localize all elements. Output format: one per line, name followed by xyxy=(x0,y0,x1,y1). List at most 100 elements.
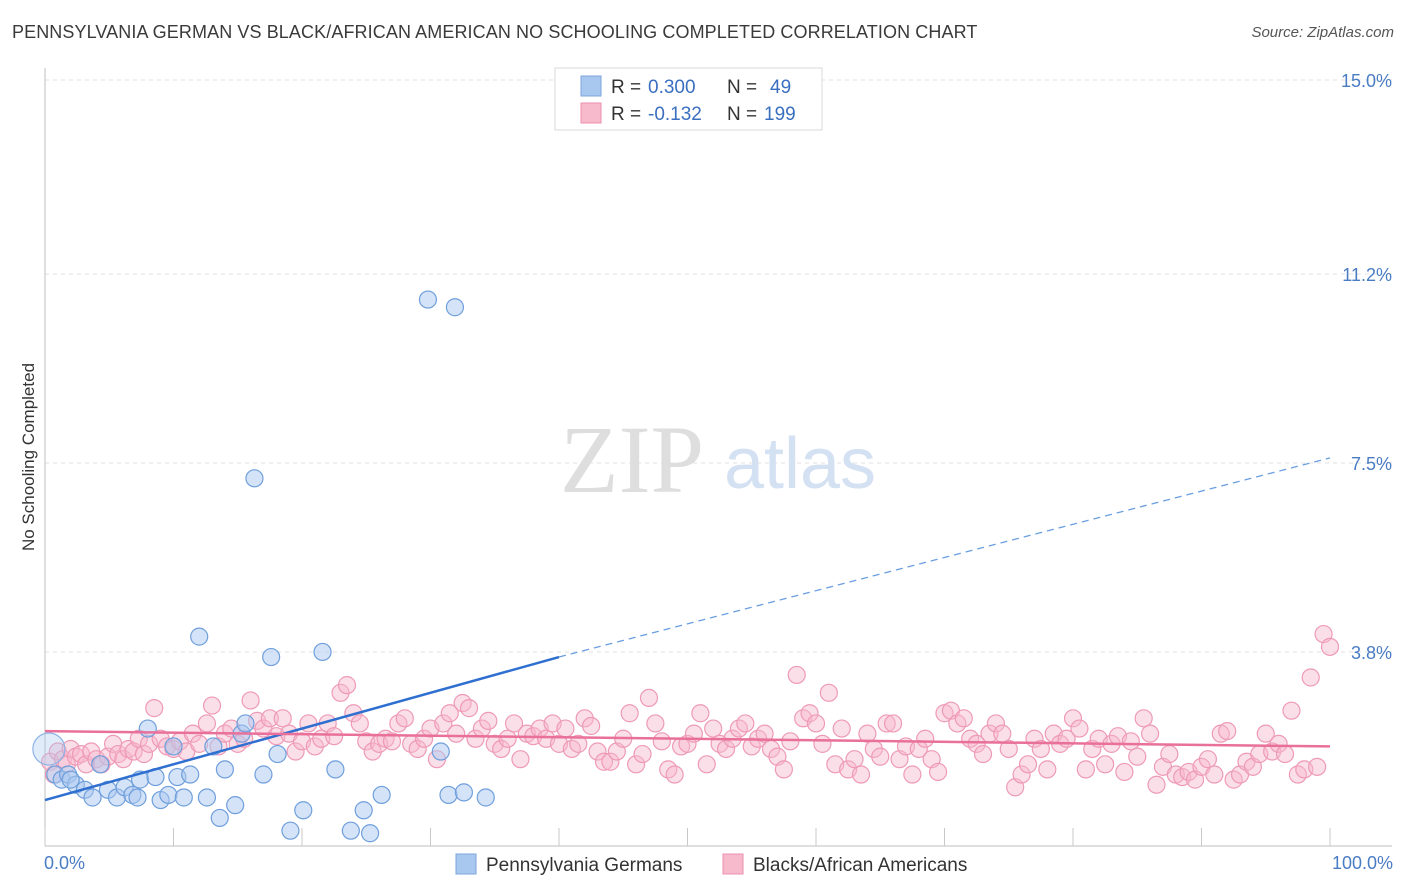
source-label: Source: ZipAtlas.com xyxy=(1251,24,1394,41)
data-point-black-african-american xyxy=(800,704,819,723)
data-point-black-african-american xyxy=(806,714,826,733)
data-point-black-african-american xyxy=(845,750,864,769)
data-point-black-african-american xyxy=(1031,739,1050,759)
data-point-black-african-american xyxy=(883,714,903,733)
watermark-atlas: atlas xyxy=(724,424,876,504)
y-tick-label: 11.2% xyxy=(1342,265,1392,285)
legend-r-value: -0.132 xyxy=(648,104,702,125)
data-point-pennsylvania-german xyxy=(32,732,66,766)
data-point-black-african-american xyxy=(1218,721,1237,741)
x-tick-labels: 0.0% 100.0% xyxy=(44,853,1393,873)
data-point-black-african-american xyxy=(1070,719,1089,738)
data-point-black-african-american xyxy=(787,665,806,685)
data-point-black-african-american xyxy=(479,711,498,730)
data-point-black-african-american xyxy=(652,732,671,751)
data-point-pennsylvania-german xyxy=(454,783,474,802)
watermark-zip: ZIP xyxy=(560,406,704,513)
legend-swatch-blue xyxy=(580,75,602,97)
data-point-black-african-american xyxy=(1205,765,1224,784)
data-point-black-african-american xyxy=(973,744,993,764)
data-point-black-african-american xyxy=(813,734,832,753)
data-point-black-african-american xyxy=(993,724,1012,743)
data-point-black-african-american xyxy=(954,709,973,728)
legend-swatch-pink xyxy=(580,102,602,124)
data-point-black-african-american xyxy=(498,729,517,748)
data-point-black-african-american xyxy=(382,732,402,751)
data-point-pennsylvania-german xyxy=(445,298,465,317)
data-point-black-african-american xyxy=(434,714,453,733)
y-tick-label: 15.0% xyxy=(1341,71,1392,91)
data-point-black-african-american xyxy=(832,719,851,738)
data-point-pennsylvania-german xyxy=(181,765,200,784)
legend-n-value: 49 xyxy=(770,77,791,98)
data-point-black-african-american xyxy=(325,727,344,746)
data-point-pennsylvania-german xyxy=(372,785,391,805)
data-point-pennsylvania-german xyxy=(215,760,234,779)
y-tick-labels: 3.8% 7.5% 11.2% 15.0% xyxy=(1341,71,1392,663)
data-point-black-african-american xyxy=(1269,734,1288,753)
data-point-black-african-american xyxy=(781,732,800,751)
y-tick-label: 3.8% xyxy=(1351,643,1392,663)
legend-n-label: N = xyxy=(727,104,757,125)
data-point-pennsylvania-german xyxy=(341,821,360,840)
data-point-pennsylvania-german xyxy=(294,801,313,820)
data-point-pennsylvania-german xyxy=(128,788,147,807)
data-point-pennsylvania-german xyxy=(226,796,245,815)
data-point-black-african-american xyxy=(1320,637,1340,656)
data-point-pennsylvania-german xyxy=(326,760,345,779)
data-point-black-african-american xyxy=(511,750,530,769)
data-point-black-african-american xyxy=(646,714,665,733)
data-point-black-african-american xyxy=(639,688,659,708)
data-point-black-african-american xyxy=(704,719,723,738)
data-point-black-african-american xyxy=(716,739,736,759)
data-point-black-african-american xyxy=(408,739,427,759)
trend-line-pennsylvania-germans xyxy=(44,655,560,802)
data-point-black-african-american xyxy=(350,714,369,733)
data-point-black-african-american xyxy=(582,716,601,736)
legend-r-value: 0.300 xyxy=(648,77,696,98)
data-point-black-african-american xyxy=(736,714,755,733)
data-point-black-african-american xyxy=(260,709,279,728)
data-point-black-african-american xyxy=(633,744,652,764)
data-point-black-african-american xyxy=(1096,755,1115,774)
legend-n-label: N = xyxy=(727,77,757,98)
data-point-black-african-american xyxy=(1160,744,1179,764)
data-point-pennsylvania-german xyxy=(83,788,102,807)
data-point-black-african-american xyxy=(1012,765,1031,784)
data-point-pennsylvania-german xyxy=(197,788,217,807)
data-point-pennsylvania-german xyxy=(174,788,193,807)
series-pennsylvania-germans xyxy=(32,290,495,843)
data-point-black-african-american xyxy=(1301,668,1320,687)
data-point-black-african-american xyxy=(665,765,684,784)
data-point-black-african-american xyxy=(440,704,459,723)
data-point-pennsylvania-german xyxy=(190,627,209,646)
data-point-black-african-american xyxy=(1140,724,1160,743)
data-point-pennsylvania-german xyxy=(281,821,300,840)
data-point-pennsylvania-german xyxy=(268,744,287,764)
data-point-black-african-american xyxy=(877,714,896,733)
data-point-black-african-american xyxy=(569,734,588,753)
data-point-black-african-american xyxy=(851,765,871,784)
data-point-pennsylvania-german xyxy=(210,808,229,828)
data-point-pennsylvania-german xyxy=(361,824,380,843)
data-point-black-african-american xyxy=(1282,701,1301,720)
data-point-black-african-american xyxy=(588,742,607,761)
data-point-black-african-american xyxy=(620,704,639,723)
data-point-black-african-american xyxy=(492,739,511,759)
data-point-black-african-american xyxy=(109,744,128,764)
data-point-black-african-american xyxy=(928,762,948,782)
data-point-pennsylvania-german xyxy=(476,788,495,807)
legend-bottom-swatch-pink xyxy=(722,853,744,875)
data-point-pennsylvania-german xyxy=(254,765,273,784)
data-point-pennsylvania-german xyxy=(354,801,373,820)
data-point-black-african-american xyxy=(337,676,357,695)
data-point-pennsylvania-german xyxy=(91,755,110,774)
data-point-pennsylvania-german xyxy=(313,642,332,662)
data-point-black-african-american xyxy=(241,691,260,710)
data-point-black-african-american xyxy=(1308,757,1327,776)
data-point-black-african-american xyxy=(1198,750,1218,769)
data-point-black-african-american xyxy=(755,724,774,743)
data-point-pennsylvania-german xyxy=(159,785,178,805)
data-point-black-african-american xyxy=(871,747,890,766)
